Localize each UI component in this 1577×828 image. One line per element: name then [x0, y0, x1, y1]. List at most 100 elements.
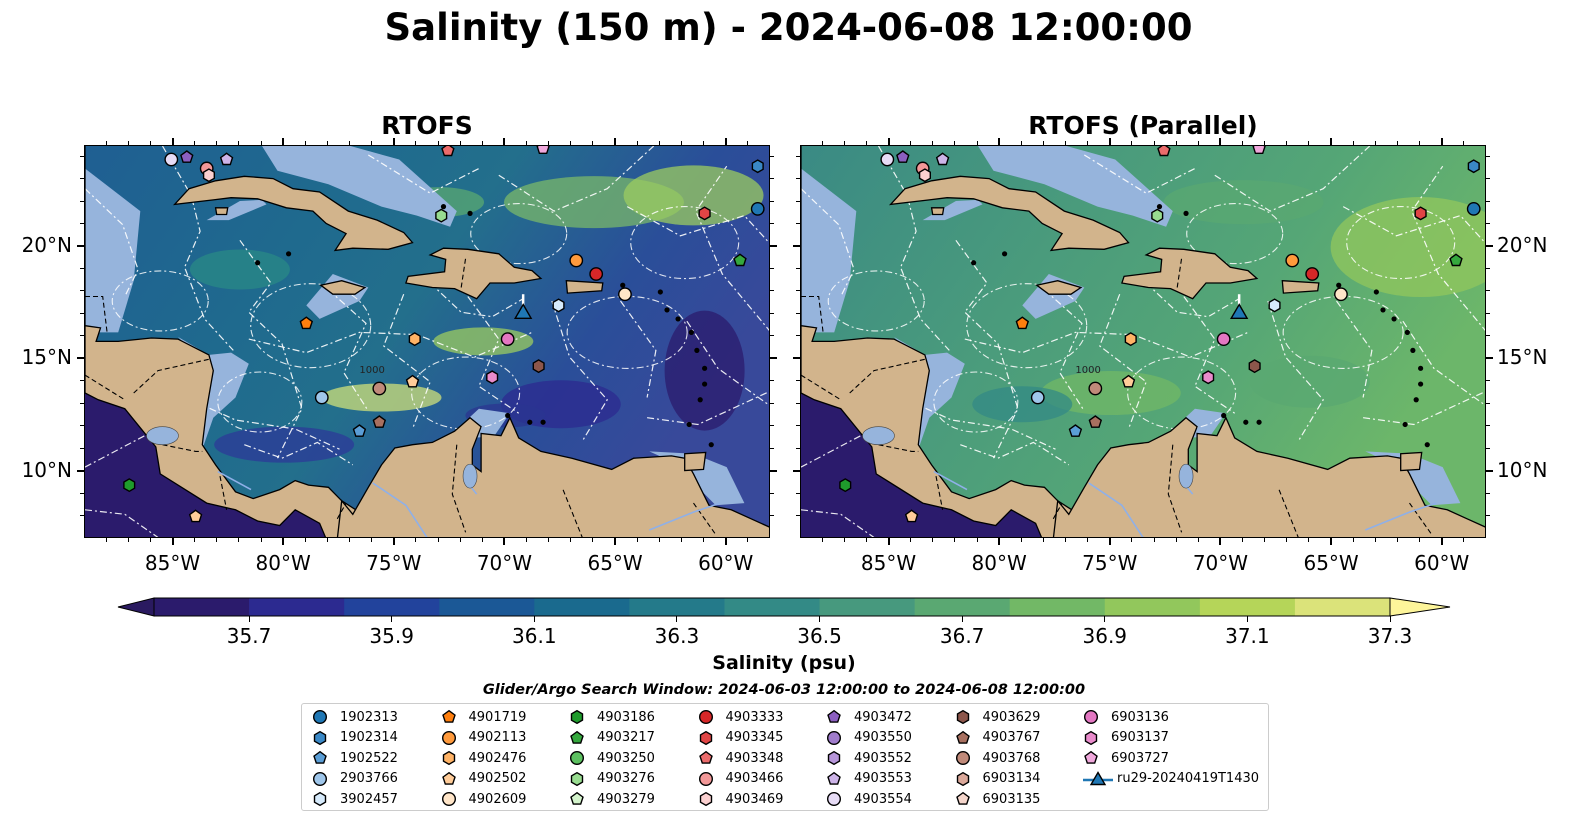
legend-label: 4903553	[854, 771, 912, 787]
argo-float-marker	[750, 201, 765, 216]
argo-float-marker	[1015, 316, 1030, 330]
land-trinidad	[684, 451, 707, 472]
legend-item: 4903472	[824, 707, 912, 727]
axis-tick-mark	[1087, 538, 1089, 542]
small-island	[688, 329, 694, 335]
colorbar-segment	[154, 598, 250, 616]
eddy-contour	[1043, 289, 1085, 412]
map-panel-rtofs-parallel: 1000	[800, 145, 1486, 538]
land-southAmerica	[336, 416, 769, 537]
legend-item: 4903553	[824, 769, 912, 789]
land-cuba	[172, 175, 414, 252]
country-border	[219, 475, 228, 510]
argo-float-marker	[918, 168, 932, 183]
small-island	[664, 307, 670, 313]
legend-label: 4903276	[597, 771, 655, 787]
eddy-contour	[1267, 300, 1324, 441]
axis-tick-mark	[1419, 538, 1421, 542]
axis-tick-mark	[1330, 538, 1333, 545]
country-border	[1278, 489, 1299, 537]
legend-float-marker	[827, 771, 841, 785]
axis-tick-mark	[680, 538, 682, 542]
argo-float-marker	[935, 152, 950, 166]
axis-tick-mark	[770, 425, 774, 427]
country-border	[1176, 258, 1183, 288]
small-island	[255, 260, 261, 266]
river	[217, 470, 252, 491]
argo-float-marker	[1088, 381, 1103, 396]
axis-tick-mark	[1463, 538, 1465, 542]
legend-label: 4903552	[854, 750, 912, 766]
argo-float-marker	[1467, 159, 1480, 174]
glider-marker	[1229, 303, 1249, 320]
axis-tick-mark	[304, 538, 306, 542]
country-border	[336, 502, 347, 520]
axis-tick-mark	[770, 357, 777, 360]
axis-tick-mark	[843, 141, 845, 145]
legend-marker-icon	[312, 709, 328, 725]
axis-tick-mark	[80, 155, 84, 157]
argo-float-marker	[1268, 298, 1281, 313]
argo-float-marker	[435, 208, 448, 223]
colorbar-tick-label: 37.3	[1367, 624, 1413, 648]
legend-marker-icon	[1083, 709, 1099, 725]
salinity-eddy	[189, 249, 290, 290]
eddy-contour	[244, 441, 354, 466]
salinity-eddy	[1163, 180, 1324, 225]
small-island	[440, 204, 447, 210]
legend-item: 4903276	[567, 769, 655, 789]
small-island	[1402, 421, 1408, 428]
lon-tick-label: 65°W	[1303, 551, 1359, 575]
axis-tick-mark	[415, 538, 417, 542]
axis-tick-mark	[680, 141, 682, 145]
lon-tick-label: 80°W	[255, 551, 311, 575]
legend-float-marker	[570, 730, 584, 744]
axis-tick-mark	[80, 447, 84, 449]
axis-tick-mark	[304, 141, 306, 145]
axis-tick-mark	[260, 141, 262, 145]
river	[372, 482, 428, 537]
colorbar-segment	[914, 598, 1011, 616]
legend-float-marker	[312, 771, 328, 786]
axis-tick-mark	[1486, 245, 1493, 248]
argo-float-marker	[589, 267, 604, 281]
legend-item: 4901719	[439, 707, 526, 727]
land-jamaica	[319, 280, 367, 295]
colorbar-tick-mark	[819, 616, 821, 622]
colorbar-segment	[344, 598, 440, 616]
axis-tick-mark	[1042, 141, 1044, 145]
argo-float-marker	[1305, 267, 1320, 281]
legend: 1902313 1902314 1902522 2903766 3902457 49017…	[301, 703, 1269, 811]
eddy-contour	[630, 206, 740, 280]
small-island	[1391, 316, 1397, 322]
colorbar-extend-low	[117, 597, 155, 617]
colorbar-tick-mark	[533, 616, 535, 622]
legend-label: 4903217	[597, 730, 655, 746]
colorbar-tick-mark	[248, 616, 250, 622]
axis-tick-mark	[998, 138, 1001, 145]
axis-tick-mark	[770, 200, 774, 202]
axis-tick-mark	[703, 141, 705, 145]
country-border	[693, 502, 717, 535]
axis-tick-mark	[865, 141, 867, 145]
colorbar-tick-mark	[676, 616, 678, 622]
land-cuba	[888, 175, 1130, 252]
axis-tick-mark	[1108, 138, 1111, 145]
panel-title-rtofs: RTOFS	[381, 111, 473, 140]
salinity-eddy	[972, 386, 1073, 423]
small-island	[1413, 397, 1419, 403]
legend-float-marker	[698, 751, 713, 764]
small-island	[1256, 419, 1262, 425]
colorbar-segment	[1104, 598, 1201, 616]
axis-tick-mark	[1486, 492, 1490, 494]
axis-tick-mark	[796, 335, 800, 337]
axis-tick-mark	[770, 380, 774, 382]
small-island	[1221, 412, 1227, 419]
axis-tick-mark	[80, 178, 84, 180]
axis-tick-mark	[1352, 538, 1354, 542]
argo-float-marker	[1466, 201, 1481, 216]
colorbar-tick-label: 36.3	[654, 624, 700, 648]
axis-tick-mark	[1264, 538, 1266, 542]
legend-float-marker	[956, 771, 969, 786]
eddy-contour	[248, 331, 533, 358]
